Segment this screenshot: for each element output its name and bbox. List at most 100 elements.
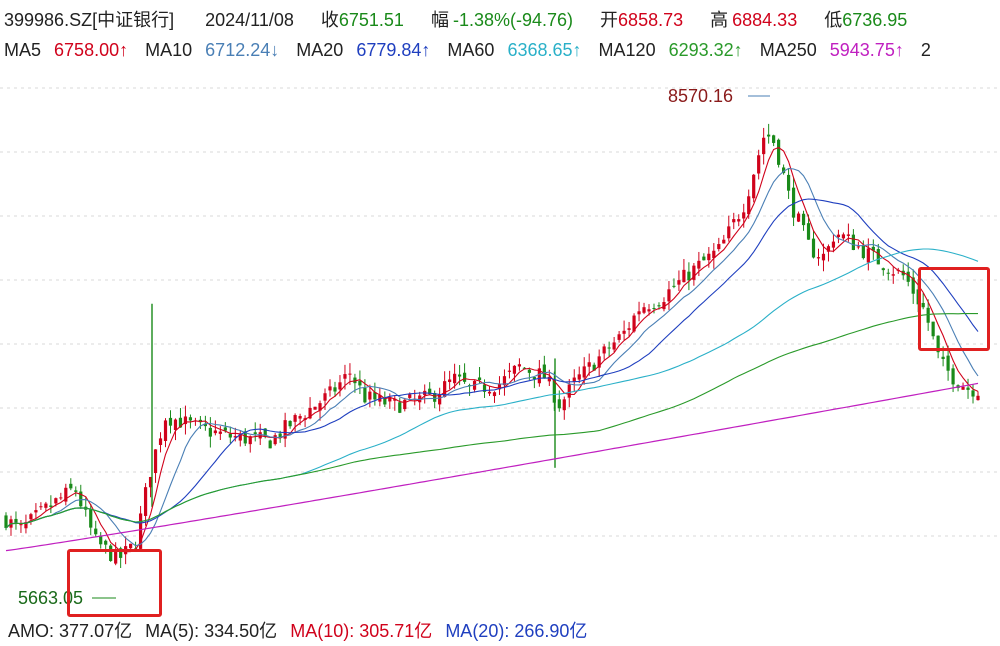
candle-body <box>408 394 412 398</box>
candle-body <box>722 239 726 244</box>
candle <box>881 267 885 276</box>
candle <box>34 503 38 519</box>
candle <box>99 532 103 549</box>
high-value: 6884.33 <box>732 10 798 30</box>
candle <box>213 420 217 436</box>
candle <box>418 391 422 411</box>
candle <box>642 302 646 315</box>
candle-body <box>273 435 277 445</box>
candle-body <box>861 245 865 259</box>
candle-body <box>582 366 586 378</box>
candle <box>532 377 536 389</box>
candle <box>49 495 53 514</box>
candle <box>712 243 716 269</box>
candle-body <box>592 364 596 371</box>
candle <box>587 353 591 376</box>
candle <box>453 363 457 389</box>
candle-body <box>647 309 651 312</box>
candle <box>393 395 397 411</box>
candle-body <box>69 483 73 489</box>
candle <box>767 123 771 144</box>
candle <box>44 501 48 512</box>
candle-body <box>976 395 980 401</box>
moving-average-lines <box>5 146 979 553</box>
candle <box>512 365 517 382</box>
candle-body <box>438 394 442 405</box>
candle <box>64 483 68 506</box>
close-value: 6751.51 <box>338 10 404 30</box>
candle-body <box>801 213 806 226</box>
vma20-label: MA(20): <box>445 621 510 641</box>
candle <box>383 391 387 407</box>
vma10-value: 305.71亿 <box>359 621 433 641</box>
candle-body <box>258 432 262 439</box>
change-value: -1.38%(-94.76) <box>452 10 574 30</box>
candle-body <box>89 509 93 528</box>
candle <box>59 492 63 501</box>
candle <box>801 210 806 231</box>
candle <box>577 366 581 384</box>
candle <box>517 358 522 371</box>
candle <box>911 269 915 304</box>
candle-body <box>816 257 821 259</box>
candle <box>303 415 307 428</box>
candle-body <box>49 505 53 507</box>
candle-body <box>373 392 377 400</box>
candle-body <box>826 246 831 252</box>
candle <box>178 408 183 428</box>
candle <box>283 412 287 448</box>
candle-body <box>617 334 621 340</box>
candle-body <box>19 524 23 526</box>
change-label: 幅 <box>430 10 449 30</box>
low-label: 低 <box>824 10 843 30</box>
candle-body <box>218 431 222 434</box>
candle <box>497 376 502 395</box>
candle-body <box>228 433 232 438</box>
candle <box>423 384 427 404</box>
ma60-value: 6368.65↑ <box>507 40 582 60</box>
candle <box>722 234 726 244</box>
peak-label: 8570.16 <box>668 86 733 106</box>
candle <box>378 387 382 407</box>
candle-body <box>109 545 113 561</box>
ma5-line <box>5 146 979 553</box>
candle-body <box>931 321 935 337</box>
candle-body <box>697 260 701 269</box>
candle-body <box>782 167 786 174</box>
candle <box>737 214 741 227</box>
candle-body <box>223 427 227 431</box>
candle-body <box>946 355 950 371</box>
candle-body <box>786 174 791 191</box>
candle-body <box>951 368 955 385</box>
candle-body <box>138 513 143 549</box>
ma-legend: MA5 6758.00↑ MA10 6712.24↓ MA20 6779.84↑… <box>0 36 1000 64</box>
candle <box>891 266 895 284</box>
candle-body <box>767 134 771 137</box>
candle-body <box>363 387 367 403</box>
candle-body <box>966 387 970 390</box>
candle-body <box>99 535 103 545</box>
candle-body <box>911 277 915 294</box>
candle-body <box>527 369 531 373</box>
candle <box>976 391 980 401</box>
candle-body <box>876 249 880 265</box>
candle <box>448 370 452 390</box>
candle <box>268 439 272 449</box>
candle-body <box>34 510 38 513</box>
candle <box>946 345 950 381</box>
candle <box>811 230 816 259</box>
candle <box>936 335 940 359</box>
ma10-line <box>5 167 979 547</box>
candle-body <box>712 250 716 259</box>
candle-body <box>168 417 173 426</box>
ma120-line <box>5 313 978 529</box>
candle <box>662 297 666 312</box>
candle-body <box>323 393 327 401</box>
candle-body <box>717 244 721 250</box>
candle <box>791 177 796 227</box>
candle <box>413 389 417 406</box>
candle-body <box>458 374 462 377</box>
candle-body <box>94 528 98 535</box>
candle-body <box>657 305 661 307</box>
candle-body <box>79 491 83 507</box>
